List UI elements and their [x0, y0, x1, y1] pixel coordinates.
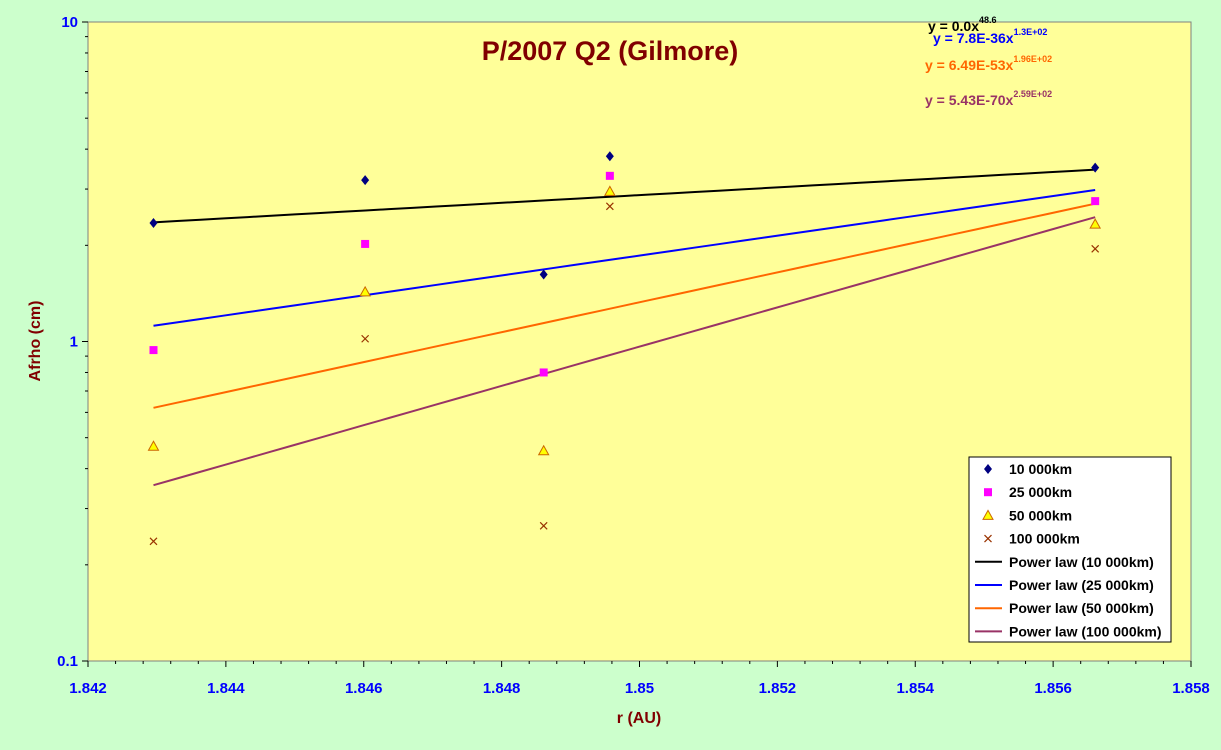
x-tick-label: 1.854 [896, 680, 934, 697]
trendline-equation: y = 6.49E-53x1.96E+02 [925, 54, 1052, 73]
trendline [153, 168, 1096, 224]
equation-base: y = 0.0x [928, 18, 979, 34]
data-point [147, 440, 160, 451]
legend-label: 25 000km [1009, 484, 1072, 500]
x-marker-stroke [1091, 244, 1100, 253]
data-point [537, 444, 550, 456]
data-point [605, 202, 614, 211]
data-point [1091, 162, 1100, 173]
data-point [361, 175, 370, 186]
data-point [984, 488, 992, 497]
x-tick-label: 1.846 [345, 680, 383, 697]
data-point [359, 285, 371, 297]
data-point [149, 346, 158, 355]
data-point [1091, 244, 1100, 253]
data-point [982, 509, 994, 520]
x-tick-label: 1.85 [625, 680, 654, 697]
x-tick-label: 1.852 [759, 680, 797, 697]
x-marker-stroke [361, 334, 370, 343]
chart-title: P/2007 Q2 (Gilmore) [482, 36, 739, 66]
equation-base: y = 7.8E-36x [933, 30, 1014, 46]
equation-base: y = 6.49E-53x [925, 57, 1014, 73]
data-point [1089, 218, 1102, 229]
data-point [604, 185, 616, 196]
legend-label: 100 000km [1009, 531, 1080, 547]
equation-exponent: 1.96E+02 [1013, 54, 1052, 64]
legend-label: Power law (10 000km) [1009, 554, 1154, 570]
legend-box [968, 456, 1172, 643]
trendline [153, 202, 1096, 409]
trendline-equations: y = 0.0x48.6y = 7.8E-36x1.3E+02y = 6.49E… [925, 15, 1052, 108]
data-point [605, 151, 614, 162]
data-point [984, 464, 992, 474]
x-tick-label: 1.856 [1034, 680, 1072, 697]
equation-exponent: 1.3E+02 [1014, 27, 1048, 37]
y-tick-label: 10 [61, 14, 78, 31]
x-marker-stroke [984, 534, 992, 543]
trendline [153, 189, 1096, 327]
legend-label: Power law (50 000km) [1009, 600, 1154, 616]
x-axis-label: r (AU) [617, 710, 661, 727]
data-point [361, 334, 370, 343]
legend-label: Power law (25 000km) [1009, 577, 1154, 593]
x-marker-stroke [149, 537, 158, 546]
data-point [1091, 197, 1100, 206]
equation-exponent: 2.59E+02 [1013, 89, 1052, 99]
legend: 10 000km 25 000km 50 000km 100 000km Power l… [968, 456, 1172, 643]
data-point [605, 171, 614, 180]
y-tick-label: 0.1 [57, 653, 78, 670]
x-tick-label: 1.844 [207, 680, 245, 697]
legend-label: Power law (100 000km) [1009, 623, 1162, 639]
data-point [539, 368, 548, 377]
trendlines [153, 168, 1096, 487]
x-marker-stroke [605, 202, 614, 211]
equation-exponent: 48.6 [979, 15, 997, 25]
trendline-equation: y = 7.8E-36x1.3E+02 [933, 27, 1047, 46]
legend-label: 10 000km [1009, 461, 1072, 477]
trendline [153, 216, 1096, 487]
trendline-equation: y = 5.43E-70x2.59E+02 [925, 89, 1052, 108]
y-tick-label: 1 [70, 334, 78, 351]
x-tick-label: 1.848 [483, 680, 521, 697]
x-tick-label: 1.842 [69, 680, 107, 697]
x-tick-label: 1.858 [1172, 680, 1210, 697]
data-point [539, 269, 548, 280]
trendline-equation: y = 0.0x48.6 [928, 15, 997, 34]
axis-ticks: 1.842 1.844 1.846 1.848 1.85 1.852 1.854 1.856 1… [57, 14, 1210, 697]
y-axis-label: Afrho (cm) [27, 301, 44, 382]
data-markers [147, 151, 1102, 546]
x-marker-stroke [539, 521, 548, 530]
equation-base: y = 5.43E-70x [925, 92, 1014, 108]
data-point [361, 239, 370, 248]
data-point [149, 537, 158, 546]
legend-label: 50 000km [1009, 507, 1072, 523]
data-point [539, 521, 548, 530]
data-point [149, 217, 158, 228]
data-point [984, 534, 992, 543]
